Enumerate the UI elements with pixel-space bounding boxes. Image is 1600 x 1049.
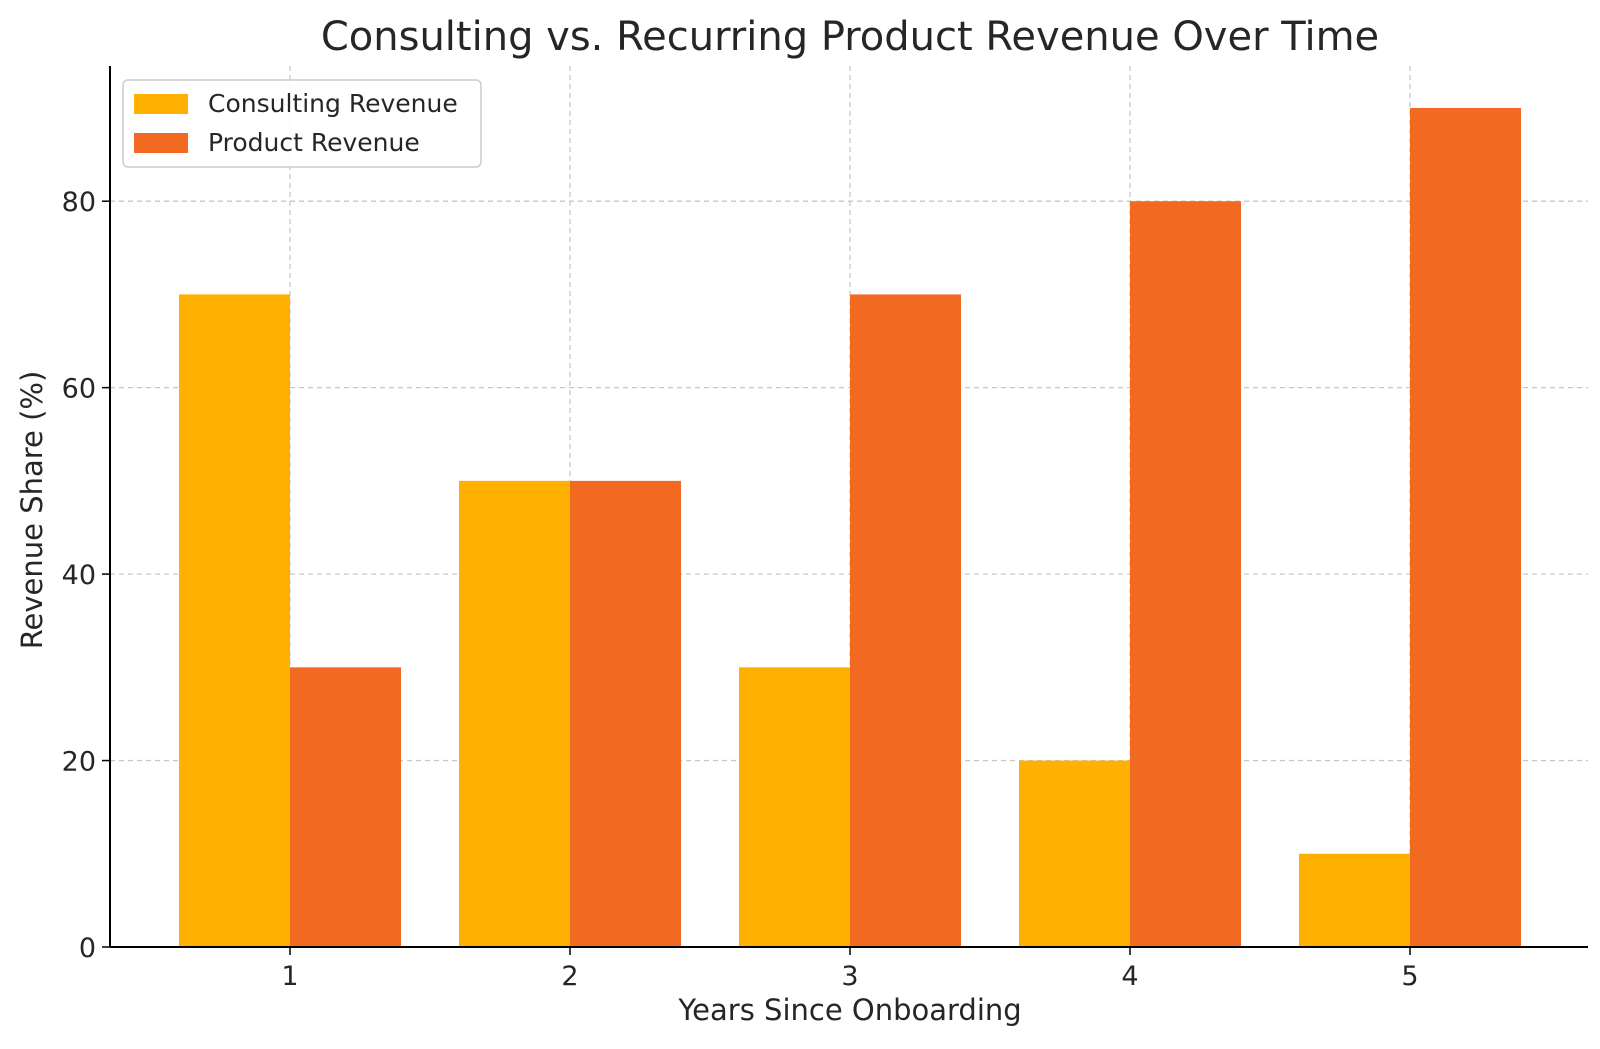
y-tick-label: 40 bbox=[62, 560, 96, 591]
legend-label: Consulting Revenue bbox=[208, 89, 458, 118]
chart-title: Consulting vs. Recurring Product Revenue… bbox=[321, 14, 1379, 60]
y-tick-label: 80 bbox=[62, 187, 96, 218]
x-tick-label: 4 bbox=[1121, 961, 1138, 992]
bars bbox=[179, 107, 1521, 947]
bar-consulting-revenue-4 bbox=[1019, 760, 1130, 947]
legend-frame bbox=[122, 79, 482, 168]
y-tick-label: 20 bbox=[62, 747, 96, 778]
bar-product-revenue-3 bbox=[850, 294, 961, 947]
x-tick-label: 3 bbox=[841, 961, 858, 992]
x-axis-label: Years Since Onboarding bbox=[677, 993, 1021, 1027]
x-tick-label: 2 bbox=[561, 961, 578, 992]
tick-labels: 0 20 40 60 80 1 2 3 4 5 bbox=[62, 187, 1419, 992]
bar-consulting-revenue-5 bbox=[1299, 853, 1410, 947]
legend-label: Product Revenue bbox=[208, 128, 420, 157]
bar-product-revenue-4 bbox=[1130, 201, 1241, 947]
bar-consulting-revenue-1 bbox=[179, 294, 290, 947]
bar-product-revenue-1 bbox=[290, 667, 401, 947]
axes bbox=[102, 66, 1588, 955]
legend-swatch bbox=[134, 94, 188, 114]
y-tick-label: 60 bbox=[62, 374, 96, 405]
y-axis-label: Revenue Share (%) bbox=[15, 371, 49, 650]
y-tick-label: 0 bbox=[79, 933, 96, 964]
bar-consulting-revenue-3 bbox=[739, 667, 850, 947]
x-tick-label: 5 bbox=[1401, 961, 1418, 992]
bar-product-revenue-2 bbox=[570, 480, 681, 947]
x-tick-label: 1 bbox=[281, 961, 298, 992]
bar-product-revenue-5 bbox=[1410, 107, 1521, 947]
bar-consulting-revenue-2 bbox=[459, 480, 570, 947]
legend-swatch bbox=[134, 133, 188, 153]
legend: Consulting Revenue Product Revenue bbox=[122, 79, 482, 168]
